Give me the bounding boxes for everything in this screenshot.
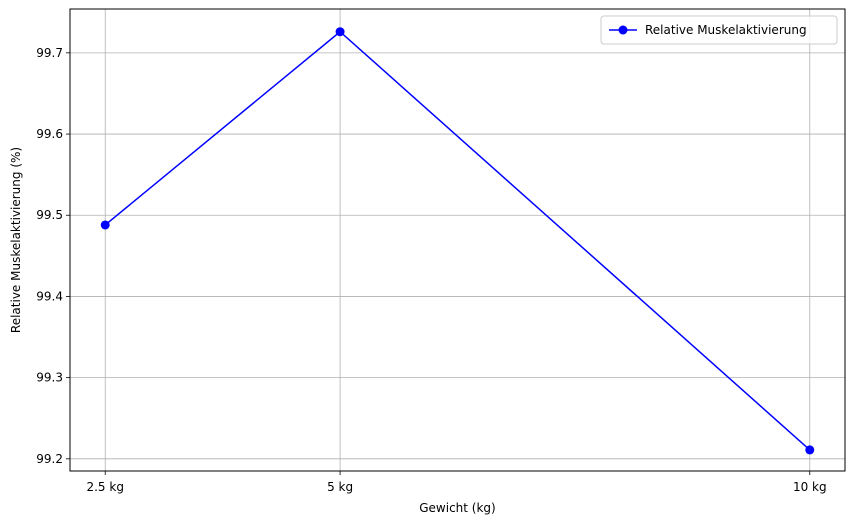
y-tick-label: 99.5 [36, 208, 63, 222]
legend-label: Relative Muskelaktivierung [645, 23, 807, 37]
plot-frame [69, 8, 846, 472]
y-axis-label: Relative Muskelaktivierung (%) [9, 147, 23, 333]
legend-box [600, 15, 838, 45]
y-tick-label: 99.4 [36, 289, 63, 303]
y-tick-label: 99.6 [36, 127, 63, 141]
x-tick-label: 2.5 kg [86, 480, 123, 494]
x-axis-label: Gewicht (kg) [419, 501, 495, 515]
data-point [335, 27, 345, 37]
series-line [104, 30, 811, 451]
series-layer [100, 27, 815, 455]
x-tick-label: 5 kg [327, 480, 353, 494]
legend: Relative Muskelaktivierung [600, 15, 838, 45]
y-tick-label: 99.7 [36, 46, 63, 60]
y-tick-label: 99.2 [36, 452, 63, 466]
data-point [805, 445, 815, 455]
legend-marker [618, 25, 628, 35]
y-tick-label: 99.3 [36, 371, 63, 385]
grid-lines [70, 9, 845, 471]
data-point [100, 220, 110, 230]
axis-ticks: 2.5 kg 5 kg 10 kg 99.2 99.3 99.4 99.5 99.6 99.7 [36, 46, 826, 494]
x-tick-label: 10 kg [793, 480, 827, 494]
